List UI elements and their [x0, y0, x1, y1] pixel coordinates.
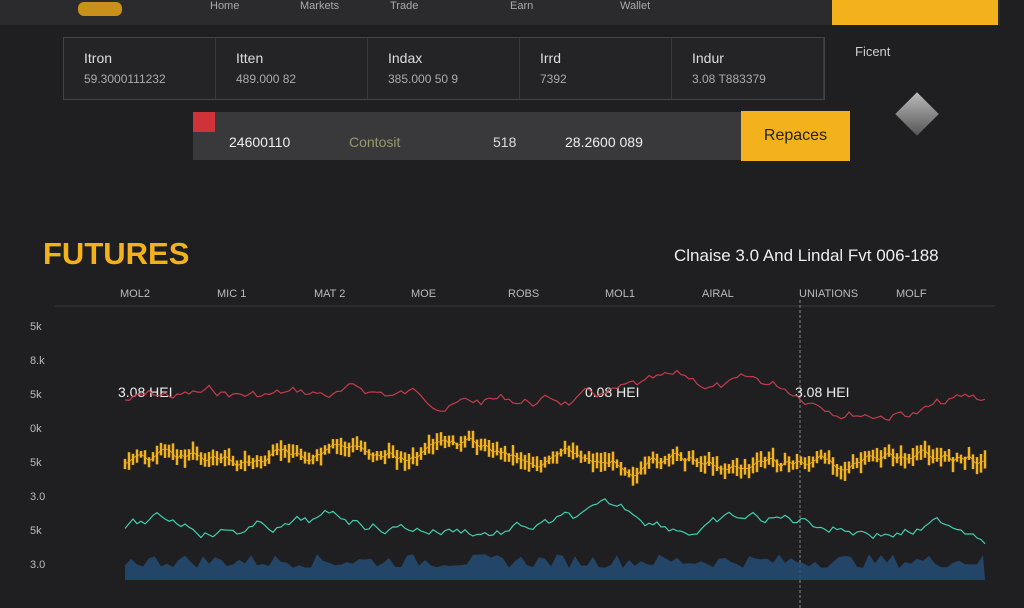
y-label: 3.0 [30, 559, 45, 571]
field: 518 [493, 134, 517, 150]
stat-value: 3.08 T883379 [692, 72, 766, 86]
annotation: 0.08 HEI [585, 384, 639, 400]
stat-value: 59.3000111232 [84, 72, 166, 86]
y-label: 5k [30, 321, 42, 333]
field: Contosit [349, 134, 401, 150]
column-label: UNIATIONS [799, 288, 858, 300]
stat: Itten 489.000 82 [216, 38, 368, 99]
stat-value: 489.000 82 [236, 72, 297, 86]
section-title: FUTURES [43, 236, 190, 271]
stat: Itron 59.3000111232 [64, 38, 216, 99]
submit-button[interactable]: Repaces [741, 111, 850, 161]
side-label: Ficent [855, 44, 891, 59]
stat: Indur 3.08 T883379 [672, 38, 824, 99]
column-label: MIC 1 [217, 288, 246, 300]
column-label: MOL2 [120, 288, 150, 300]
y-label: 5k [30, 457, 42, 469]
stat-name: Irrd [540, 50, 561, 66]
column-label: ROBS [508, 288, 539, 300]
field: 24600110 [229, 134, 291, 150]
section-subtitle: Clnaise 3.0 And Lindal Fvt 006-188 [674, 246, 939, 265]
stat-name: Indur [692, 50, 724, 66]
column-label: AIRAL [702, 288, 734, 300]
stat: Irrd 7392 [520, 38, 672, 99]
y-label: 8.k [30, 355, 45, 367]
field: 28.2600 089 [565, 134, 643, 150]
top-bar: Home Markets Trade Earn Wallet [0, 0, 1000, 25]
badge [193, 112, 215, 132]
y-label: 5k [30, 389, 42, 401]
stat-value: 385.000 50 9 [388, 72, 459, 86]
stat: Indax 385.000 50 9 [368, 38, 520, 99]
stat-value: 7392 [540, 72, 567, 86]
column-label: MAT 2 [314, 288, 345, 300]
y-label: 3.0 [30, 491, 45, 503]
stats-panel: Itron 59.3000111232 Itten 489.000 82 Indax 38… [63, 37, 825, 100]
stat-name: Itten [236, 50, 264, 66]
nav-item[interactable]: Markets [300, 0, 340, 12]
stat-name: Indax [388, 50, 423, 66]
y-label: 5k [30, 525, 42, 537]
column-label: MOL1 [605, 288, 635, 300]
account-button[interactable] [832, 0, 998, 25]
price-line [124, 437, 986, 477]
nav-item[interactable]: Home [210, 0, 240, 12]
futures-chart: MOL2 MIC 1 MAT 2 MOE ROBS MOL1 AIRAL UNIATIONS M… [30, 288, 995, 608]
annotation: 3.08 HEI [795, 384, 849, 400]
annotation: 3.08 HEI [118, 384, 172, 400]
logo[interactable] [78, 2, 122, 16]
price-line [124, 369, 986, 422]
nav-item[interactable]: Trade [390, 0, 419, 12]
nav-item[interactable]: Wallet [620, 0, 651, 12]
order-bar: 24600110 Contosit 518 28.2600 089 [193, 112, 741, 160]
price-line [124, 498, 986, 545]
volume-area [125, 554, 985, 580]
stat-name: Itron [84, 50, 113, 66]
column-label: MOE [411, 288, 436, 300]
side-icon [895, 92, 939, 136]
column-label: MOLF [896, 288, 927, 300]
nav-item[interactable]: Earn [510, 0, 534, 12]
y-label: 0k [30, 423, 42, 435]
